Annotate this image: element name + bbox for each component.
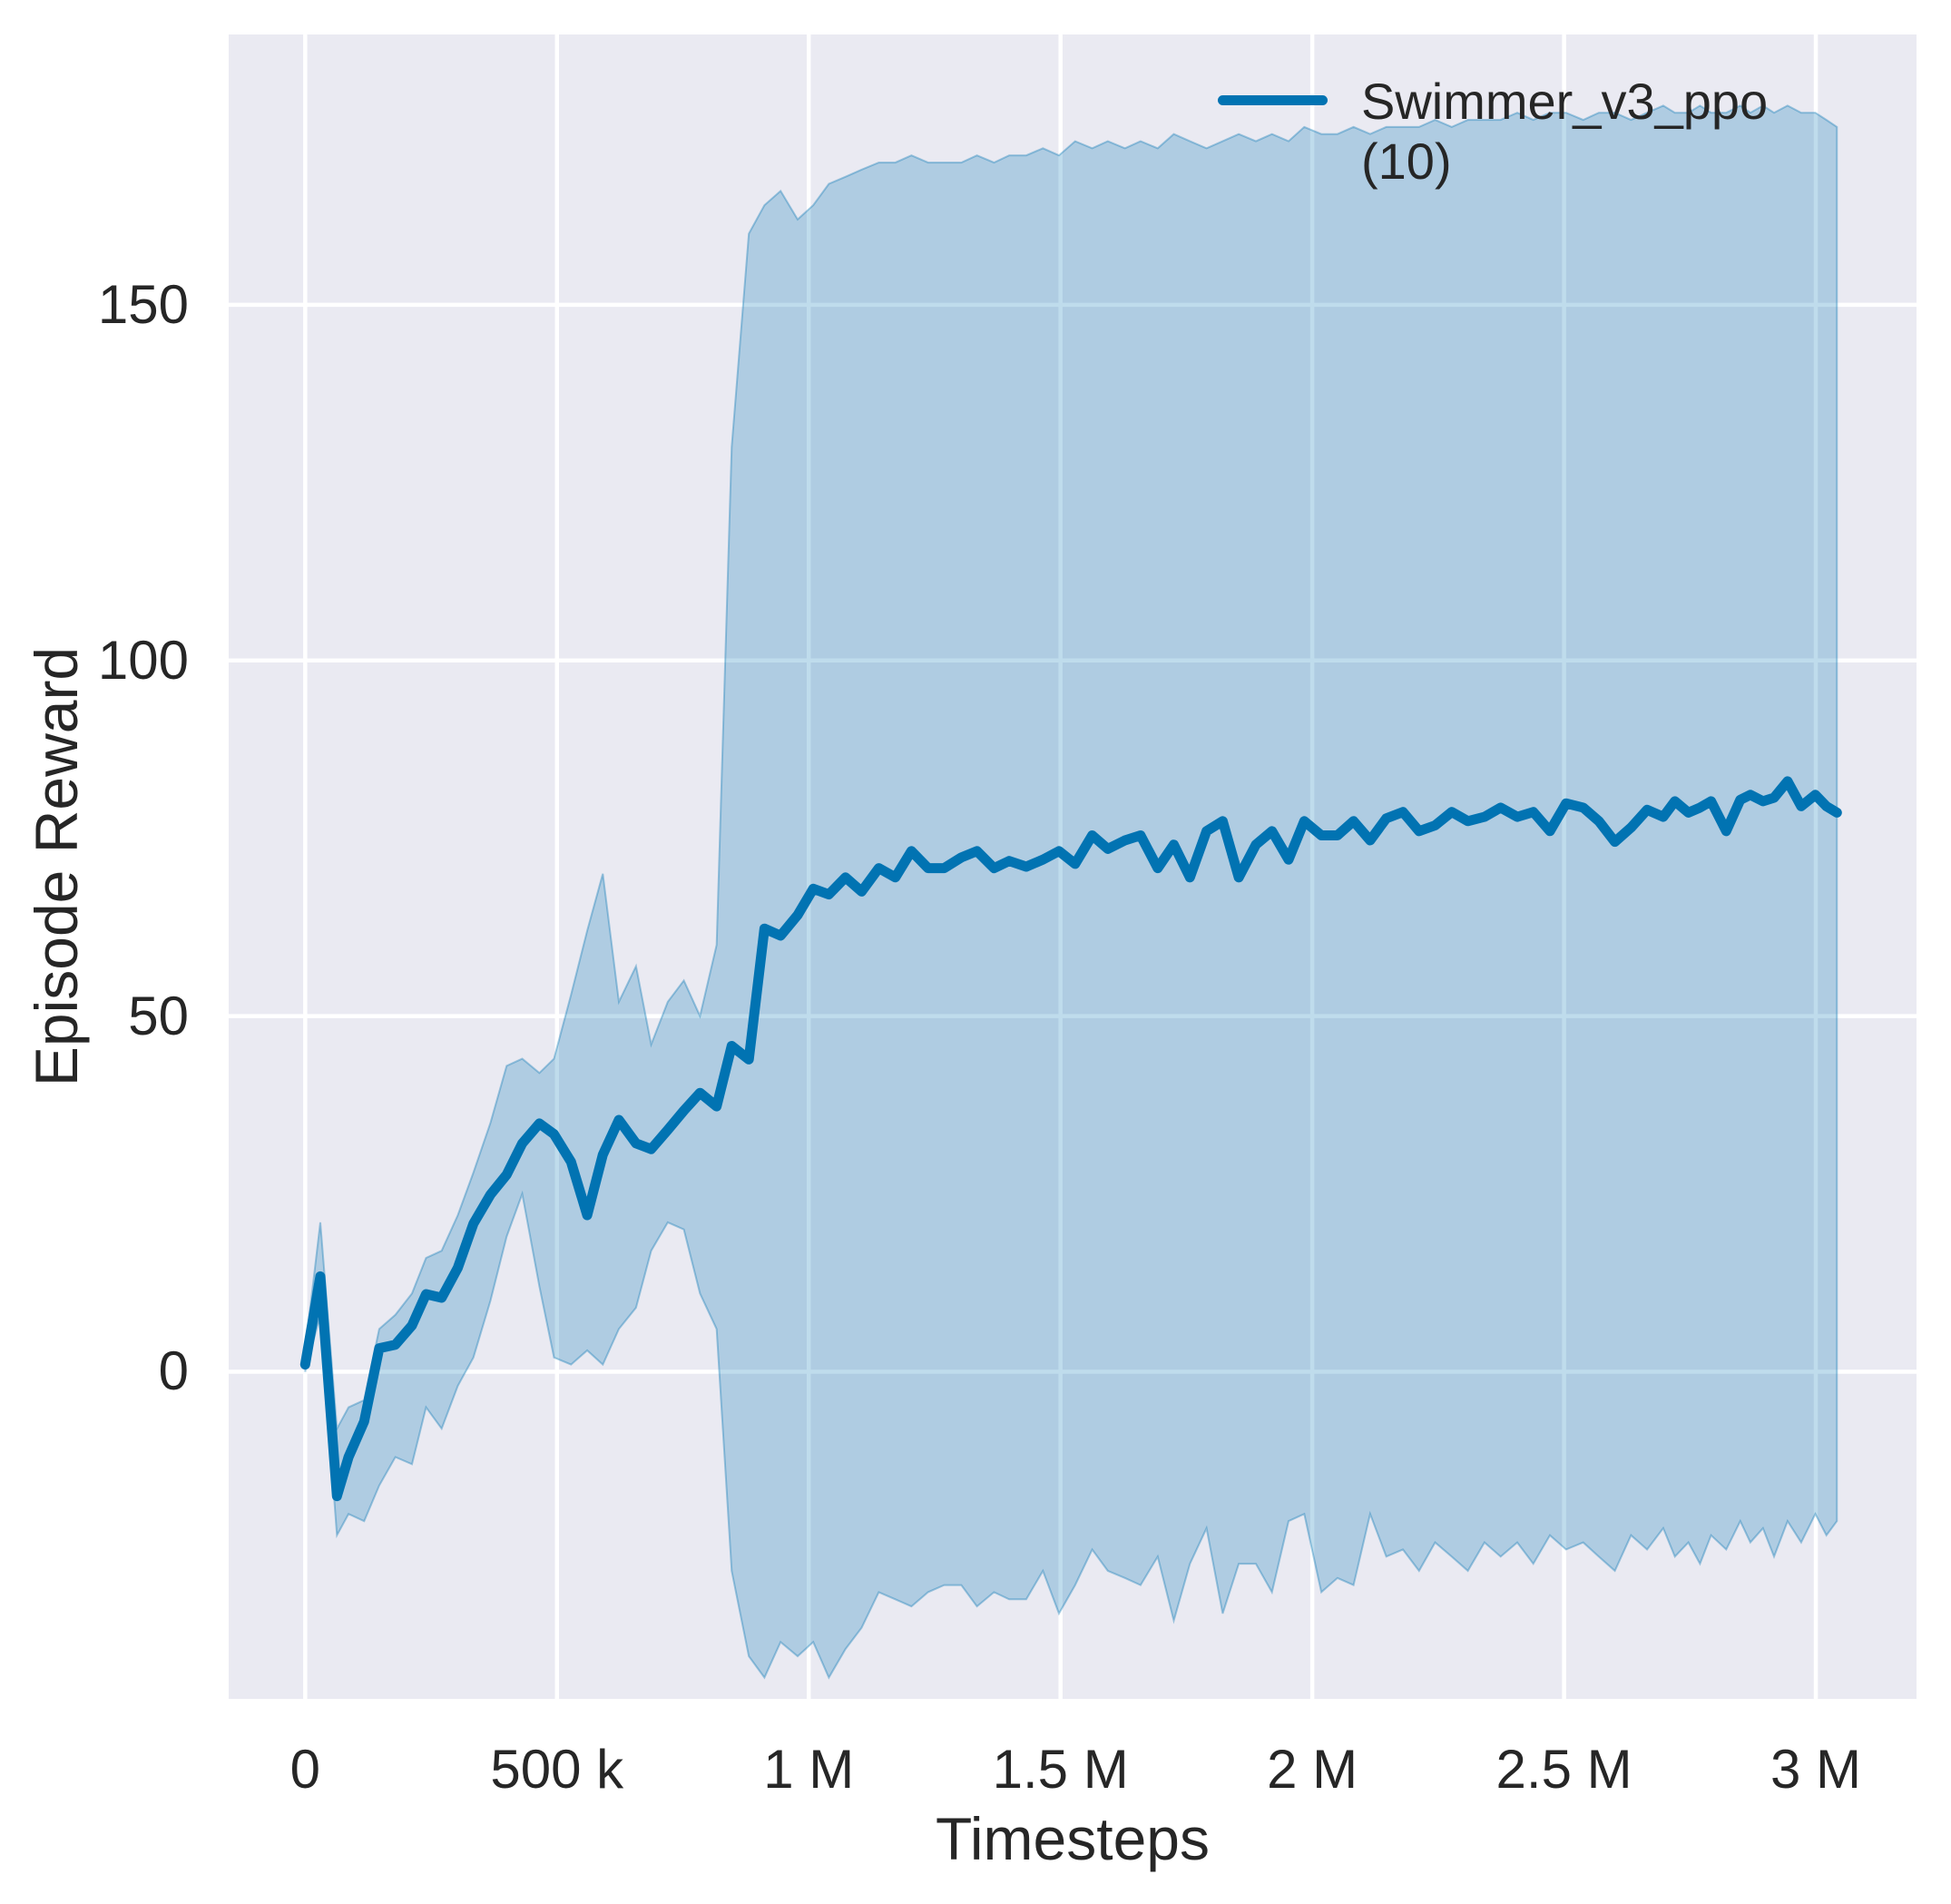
y-axis-label: Episode Reward — [23, 646, 90, 1087]
x-tick-label: 3 M — [1770, 1739, 1862, 1800]
legend-line-swatch — [1218, 95, 1328, 105]
x-tick-label: 0 — [289, 1739, 321, 1800]
legend-label: Swimmer_v3_ppo (10) — [1361, 73, 1769, 190]
confidence-band — [304, 104, 1838, 1680]
y-tick-label: 150 — [97, 273, 189, 335]
mean-line — [299, 776, 1842, 1502]
x-axis-label: Timesteps — [936, 1805, 1210, 1872]
y-tick-label: 100 — [97, 629, 189, 691]
x-tick-label: 500 k — [490, 1739, 624, 1800]
x-tick-label: 2 M — [1267, 1739, 1358, 1800]
y-tick-label: 0 — [158, 1340, 189, 1402]
x-tick-label: 2.5 M — [1495, 1739, 1632, 1800]
x-tick-label: 1.5 M — [992, 1739, 1129, 1800]
x-tick-label: 1 M — [763, 1739, 855, 1800]
y-tick-label: 50 — [128, 985, 189, 1046]
